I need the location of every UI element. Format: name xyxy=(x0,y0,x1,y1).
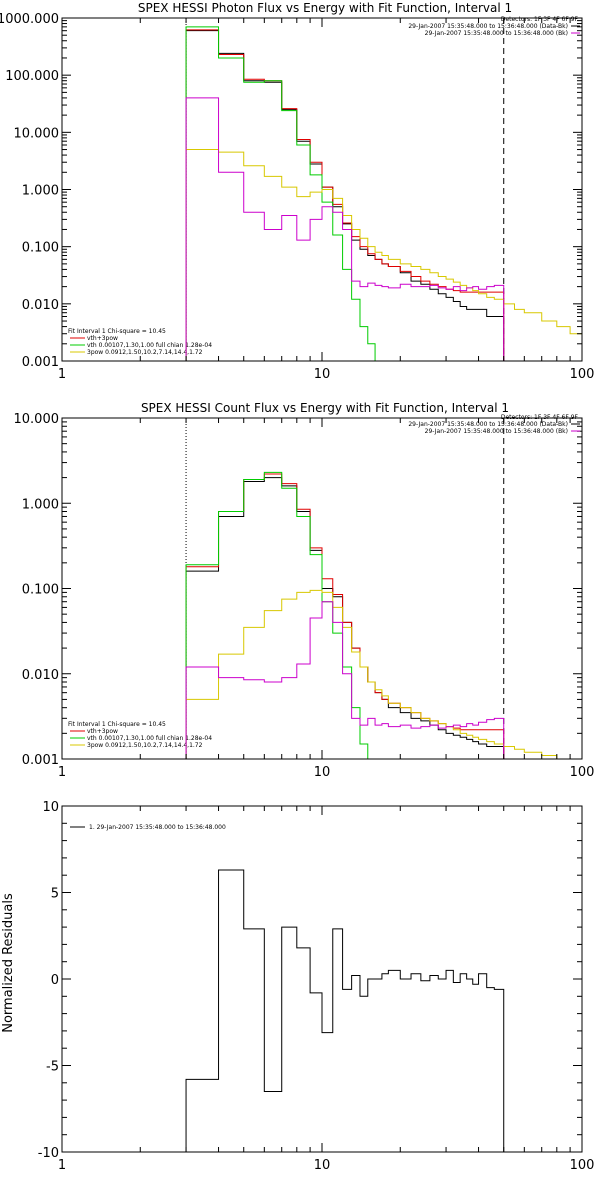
legend: 1. 29-Jan-2007 15:35:48.000 to 15:36:48.… xyxy=(89,824,226,831)
header-line: 29-Jan-2007 15:35:48.000 to 15:36:48.000… xyxy=(425,30,568,37)
series-yellow-line xyxy=(185,149,582,361)
x-tick-label: 10 xyxy=(314,367,331,382)
x-axis: 1 10 100 xyxy=(58,418,595,780)
legend: Fit Interval 1 Chi-square = 10.45 vth+3p… xyxy=(68,721,212,749)
series-black-line xyxy=(185,30,505,361)
y-tick-label: 10.000 xyxy=(14,412,60,427)
y-axis: 0.001 0.010 0.100 1.000 10.000 xyxy=(14,412,582,768)
x-tick-label: 1 xyxy=(58,1158,66,1173)
y-tick-label: 0 xyxy=(51,973,59,988)
legend-entry: vth+3pow xyxy=(87,335,118,342)
plot-area xyxy=(185,418,571,759)
count-flux-chart: SPEX HESSI Count Flux vs Energy with Fit… xyxy=(14,401,595,780)
photon-flux-chart: SPEX HESSI Photon Flux vs Energy with Fi… xyxy=(0,1,595,382)
legend-entry: 3pow 0.0912,1.50,10.2,7.14,14.4,1.72 xyxy=(87,349,203,356)
legend: Fit Interval 1 Chi-square = 10.45 vth+3p… xyxy=(68,328,212,356)
x-tick-label: 1 xyxy=(58,765,66,780)
series-green-line xyxy=(185,26,383,361)
y-tick-label: 0.010 xyxy=(22,668,59,683)
y-tick-label: -10 xyxy=(38,1146,59,1161)
y-tick-label: -5 xyxy=(46,1060,59,1075)
header-line: 29-Jan-2007 15:35:48.000 to 15:36:48.000… xyxy=(408,421,568,428)
x-axis: 1 10 100 xyxy=(58,18,595,382)
y-tick-label: 10.000 xyxy=(14,126,60,141)
legend-entry: Fit Interval 1 Chi-square = 10.45 xyxy=(68,328,166,335)
series-green-line xyxy=(185,471,369,759)
legend-entry: vth 0.00107,1.30,1.00 full chian 1.28e-0… xyxy=(87,342,212,349)
header-line: Detectors: 1F 3F 4F 6F 9F xyxy=(501,16,579,23)
legend-entry: 1. 29-Jan-2007 15:35:48.000 to 15:36:48.… xyxy=(89,824,226,831)
y-tick-label: 0.010 xyxy=(22,298,59,313)
x-tick-label: 100 xyxy=(570,765,595,780)
chart-title: SPEX HESSI Count Flux vs Energy with Fit… xyxy=(141,401,509,415)
series-red-line xyxy=(185,473,505,759)
chart-title: SPEX HESSI Photon Flux vs Energy with Fi… xyxy=(138,1,512,15)
legend-entry: Fit Interval 1 Chi-square = 10.45 xyxy=(68,721,166,728)
y-tick-label: 0.001 xyxy=(22,753,59,768)
x-tick-label: 1 xyxy=(58,367,66,382)
legend-entry: vth+3pow xyxy=(87,728,118,735)
y-tick-label: 5 xyxy=(51,887,59,902)
residuals-chart: Normalized Residuals 1. 29-Jan-2007 15:3… xyxy=(1,800,595,1173)
series-magenta-line xyxy=(185,97,505,361)
y-axis-label: Normalized Residuals xyxy=(1,893,16,1033)
y-tick-label: 1.000 xyxy=(22,497,59,512)
y-tick-label: 10 xyxy=(42,800,59,815)
header-line: 29-Jan-2007 15:35:48.000 to 15:36:48.000… xyxy=(408,23,568,30)
y-tick-label: 0.001 xyxy=(22,355,59,370)
y-tick-label: 1.000 xyxy=(22,184,59,199)
x-tick-label: 100 xyxy=(570,367,595,382)
legend-entry: vth 0.00107,1.30,1.00 full chian 1.28e-0… xyxy=(87,735,212,742)
x-axis: 1 10 100 xyxy=(58,806,595,1173)
plot-header: Detectors: 1F 3F 4F 6F 9F 29-Jan-2007 15… xyxy=(408,414,578,435)
y-tick-label: 0.100 xyxy=(22,583,59,598)
series-black-line xyxy=(185,477,505,759)
series-yellow-line xyxy=(185,589,571,759)
y-tick-label: 100.000 xyxy=(5,69,59,84)
x-tick-label: 10 xyxy=(314,765,331,780)
series-magenta-line xyxy=(185,601,505,759)
x-tick-label: 10 xyxy=(314,1158,331,1173)
y-tick-label: 1000.000 xyxy=(0,12,59,27)
plot-area xyxy=(185,869,505,1152)
y-axis: 0.001 0.010 0.100 1.000 10.000 100.000 1000.00… xyxy=(0,12,582,370)
y-tick-label: 0.100 xyxy=(22,241,59,256)
series-red-line xyxy=(185,29,505,361)
legend-entry: 3pow 0.0912,1.50,10.2,7.14,14.4,1.72 xyxy=(87,742,203,749)
x-tick-label: 100 xyxy=(570,1158,595,1173)
plot-area xyxy=(185,18,582,361)
plot-header: Detectors: 1F 3F 4F 6F 9F 29-Jan-2007 15… xyxy=(408,16,578,37)
header-line: 29-Jan-2007 15:35:48.000 to 15:36:48.000… xyxy=(425,428,568,435)
series-black-line xyxy=(185,869,505,1152)
y-axis: -10 -5 0 5 10 xyxy=(38,800,582,1161)
